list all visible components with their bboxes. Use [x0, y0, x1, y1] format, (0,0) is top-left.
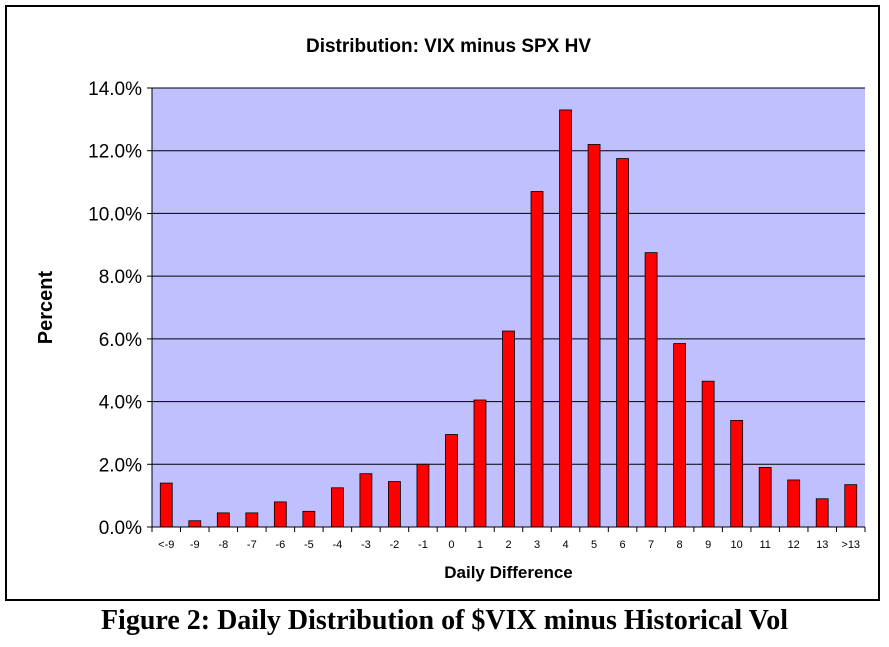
y-tick-label: 10.0% — [88, 204, 142, 225]
x-tick-label: -2 — [390, 539, 400, 551]
x-tick-label: -5 — [304, 539, 314, 551]
x-tick-label: -6 — [275, 539, 285, 551]
bar — [701, 380, 715, 528]
bar — [559, 109, 572, 528]
x-tick-label: 1 — [477, 539, 483, 551]
y-tick-label: 0.0% — [99, 518, 142, 539]
bar — [416, 463, 430, 528]
bar — [815, 498, 829, 528]
y-tick-labels: 0.0% 2.0% 4.0% 6.0% 8.0% 10.0% 12.0% 14.0% — [88, 79, 142, 539]
bar — [730, 419, 744, 528]
bar — [502, 330, 515, 528]
x-tick-label: -3 — [361, 539, 371, 551]
bar — [273, 501, 287, 528]
chart: 0.0% 2.0% 4.0% 6.0% 8.0% 10.0% 12.0% 14.0% <-9 -… — [35, 36, 866, 582]
bar — [644, 252, 658, 528]
bars — [159, 109, 858, 528]
y-tick-label: 4.0% — [99, 393, 142, 414]
bar — [388, 481, 401, 528]
bar — [445, 434, 458, 528]
bar — [216, 512, 230, 528]
y-tick-label: 8.0% — [99, 267, 142, 288]
bar — [530, 191, 544, 528]
bar — [758, 467, 772, 528]
x-tick-label: -1 — [418, 539, 428, 551]
y-tick-label: 2.0% — [99, 455, 142, 476]
bar — [587, 144, 601, 528]
x-tick-label: 12 — [788, 539, 800, 551]
x-tick-label: -8 — [218, 539, 228, 551]
x-tick-label: 2 — [505, 539, 511, 551]
bar — [330, 487, 344, 528]
x-tick-label: -4 — [332, 539, 342, 551]
bar — [359, 473, 373, 528]
x-tick-label: 11 — [759, 539, 770, 551]
bar — [245, 512, 259, 528]
x-tick-label: 4 — [562, 539, 568, 551]
x-tick-label: 5 — [591, 539, 597, 551]
y-tick-label: 12.0% — [88, 142, 142, 163]
x-tick-label: 3 — [534, 539, 540, 551]
bar — [787, 479, 801, 528]
x-tick-label: <-9 — [158, 539, 174, 551]
bar — [844, 484, 858, 528]
y-tick-label: 6.0% — [99, 330, 142, 351]
bar — [616, 158, 629, 528]
x-tick-label: 0 — [448, 539, 454, 551]
figure-caption: Figure 2: Daily Distribution of $VIX min… — [100, 605, 789, 636]
x-tick-labels: <-9 -9 -8 -7 -6 -5 -4 -3 -2 -1 0 1 2 3 4 5 6 7 8 9 10 11 12 13 >… — [158, 539, 860, 551]
bar — [302, 510, 316, 528]
x-tick-label: 8 — [677, 539, 683, 551]
y-tick-label: 14.0% — [88, 79, 142, 100]
bar — [673, 343, 687, 528]
x-tick-label: 7 — [648, 539, 654, 551]
x-tick-label: -7 — [247, 539, 257, 551]
x-tick-label: -9 — [190, 539, 200, 551]
chart-title: Distribution: VIX minus SPX HV — [306, 36, 591, 57]
x-tick-label: 6 — [620, 539, 626, 551]
x-tick-label: >13 — [841, 539, 860, 551]
x-tick-label: 9 — [705, 539, 711, 551]
x-axis-label: Daily Difference — [444, 563, 573, 582]
bar — [188, 520, 202, 528]
axes — [147, 87, 866, 532]
bar — [473, 399, 487, 528]
bar — [159, 482, 173, 528]
x-tick-label: 13 — [816, 539, 828, 551]
y-axis-label: Percent — [35, 270, 57, 344]
x-tick-label: 10 — [731, 539, 743, 551]
